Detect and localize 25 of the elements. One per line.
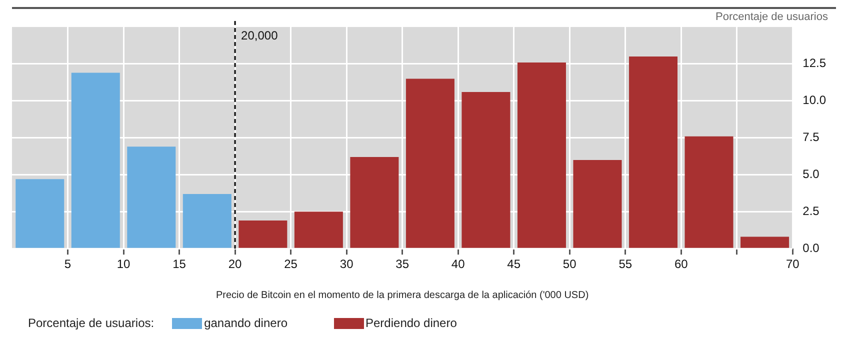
ref-line-label: 20,000 [241, 28, 278, 42]
y-axis-title: Porcentaje de usuarios [715, 11, 828, 23]
legend-title: Porcentaje de usuarios: [28, 316, 154, 330]
legend-label: Perdiendo dinero [366, 316, 457, 330]
y-tick-label: 12.5 [802, 56, 826, 70]
y-tick-label: 0.0 [802, 240, 820, 255]
y-tick-label: 2.5 [802, 204, 820, 218]
x-tick-label: 30 [340, 257, 354, 272]
x-tick-label: 5 [64, 257, 72, 272]
x-tick-label: 55 [618, 257, 632, 272]
x-tick-label: 20 [228, 257, 242, 272]
legend-label: ganando dinero [204, 316, 288, 330]
x-tick-label: 35 [396, 257, 410, 272]
x-tick-label: 45 [507, 257, 521, 272]
x-tick-label: 50 [562, 257, 577, 272]
x-tick-label: 25 [284, 257, 298, 272]
y-tick-label: 7.5 [802, 130, 820, 144]
x-tick-label: 10 [116, 257, 131, 272]
y-tick-label: 10.0 [802, 93, 826, 108]
x-tick-label: 40 [451, 257, 466, 272]
x-tick-label: 70 [786, 257, 800, 272]
x-tick-label: 15 [172, 257, 186, 272]
x-tick-label: 60 [674, 257, 688, 272]
x-axis-title: Precio de Bitcoin en el momento de la primera descarga de la aplicación ('000 USD) [216, 290, 589, 301]
y-tick-label: 5.0 [802, 167, 820, 182]
